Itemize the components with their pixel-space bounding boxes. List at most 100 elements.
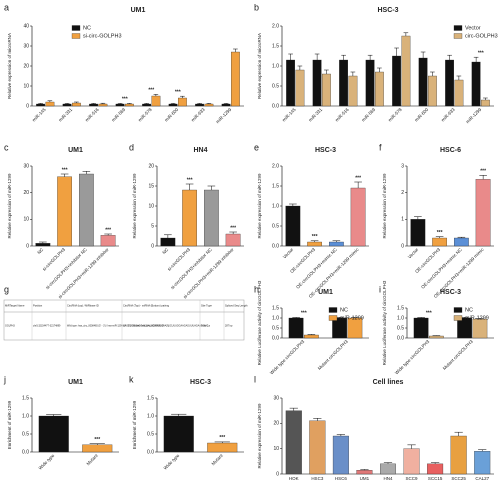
- bar: [57, 177, 71, 246]
- panel-letter: j: [3, 374, 6, 384]
- error-bar: [337, 434, 345, 436]
- y-tick-label: 1.0: [397, 315, 404, 321]
- table-cell: 7mer-1a: [201, 325, 211, 328]
- bar: [79, 174, 93, 246]
- table-cell: AAGGGCUGAGGAGGAUACAGUUGAA / UCUUUGGAAGAG…: [123, 325, 208, 328]
- error-bar: [324, 70, 329, 74]
- bar: [333, 436, 349, 474]
- legend-swatch: [454, 34, 462, 39]
- y-tick-label: 40: [23, 23, 29, 29]
- bar: [286, 411, 302, 474]
- error-bar: [455, 432, 463, 436]
- chart-title: HSC-6: [440, 147, 461, 154]
- y-tick-label: 1.5: [22, 395, 29, 401]
- x-tick-label: HN4: [383, 476, 392, 481]
- y-tick-label: 0.0: [147, 449, 154, 455]
- x-tick-label: miR-1299: [215, 107, 233, 125]
- legend-label: Vector: [465, 25, 481, 31]
- table-header: Spliced Seq Length: [225, 304, 248, 308]
- error-bar: [39, 242, 47, 243]
- bar: [472, 62, 480, 106]
- x-tick-label: miR-516: [334, 107, 350, 123]
- bar: [419, 58, 427, 106]
- error-bar: [298, 66, 303, 70]
- y-tick-label: 20: [23, 190, 29, 196]
- bar: [454, 238, 468, 246]
- significance: ***: [94, 437, 100, 443]
- error-bar: [407, 445, 415, 449]
- error-bar: [311, 241, 319, 242]
- error-bar: [154, 94, 159, 96]
- bar: [339, 60, 347, 106]
- bar: [375, 72, 383, 106]
- y-axis-label: Relative Luciferase activity of circGOLP…: [257, 280, 262, 365]
- error-bar: [404, 33, 409, 36]
- y-tick-label: 1.5: [272, 183, 279, 189]
- legend-label: NC: [465, 307, 473, 313]
- bar: [380, 464, 396, 474]
- significance: ***: [219, 435, 225, 441]
- x-tick-label: UM1: [360, 476, 370, 481]
- bar: [182, 190, 196, 246]
- legend-label: miR-1299: [465, 315, 489, 321]
- y-tick-label: 0: [151, 243, 154, 249]
- bar: [101, 235, 115, 246]
- bar: [411, 219, 425, 246]
- error-bar: [483, 98, 488, 100]
- significance: ***: [62, 167, 68, 173]
- table-header: CircRNA (top) / MiRbase ID: [67, 304, 99, 308]
- y-tick-label: 3: [401, 163, 404, 169]
- significance: ***: [148, 88, 154, 94]
- x-tick-label: miR-633: [440, 107, 456, 123]
- y-tick-label: 0.5: [272, 223, 279, 229]
- y-tick-label: 2: [401, 190, 404, 196]
- x-tick-label: OE-circGOLPH3+mimic NC: [295, 246, 338, 289]
- chart-title: UM1: [68, 147, 83, 154]
- legend-label: NC: [340, 307, 348, 313]
- error-bar: [48, 101, 53, 102]
- bar: [289, 318, 303, 338]
- bar: [161, 238, 175, 246]
- bar: [474, 451, 490, 474]
- table-cell: 287 bp: [225, 325, 233, 328]
- x-tick-label: HOK: [289, 476, 299, 481]
- y-axis-label: Enrichment of miR-1299: [7, 400, 12, 449]
- error-bar: [180, 96, 185, 98]
- error-bar: [83, 171, 91, 174]
- error-bar: [313, 418, 321, 421]
- x-tick-label: Wide type circGOLPH3: [394, 339, 431, 376]
- error-bar: [186, 184, 194, 190]
- bar: [429, 336, 443, 338]
- legend-label: si-circ-GOLPH3: [83, 33, 122, 39]
- x-tick-label: Mutant circGOLPH3: [317, 339, 349, 371]
- y-axis-label: Relative expression of microRNA: [257, 33, 262, 99]
- panel-letter: b: [254, 2, 259, 12]
- legend-swatch: [72, 34, 80, 39]
- y-tick-label: 20: [148, 163, 154, 169]
- error-bar: [341, 55, 346, 60]
- y-tick-label: 20: [273, 421, 279, 427]
- legend-swatch: [454, 26, 462, 31]
- y-tick-label: 0.0: [22, 449, 29, 455]
- x-tick-label: HSC3: [311, 476, 324, 481]
- y-tick-label: 0: [276, 471, 279, 477]
- table-header: MiRTarget Name: [5, 304, 25, 308]
- chart-title: UM1: [131, 7, 146, 14]
- y-tick-label: 1.5: [272, 43, 279, 49]
- y-tick-label: 1.0: [272, 203, 279, 209]
- error-bar: [229, 232, 237, 234]
- y-tick-label: 30: [23, 163, 29, 169]
- bar: [329, 242, 343, 246]
- x-tick-label: Mutant: [86, 452, 100, 466]
- x-tick-label: miR-331: [58, 107, 74, 123]
- y-tick-label: 1.0: [22, 413, 29, 419]
- bar: [222, 104, 230, 106]
- significance: ***: [301, 311, 307, 317]
- bar: [349, 76, 357, 106]
- significance: ***: [122, 97, 128, 103]
- y-tick-label: 0.0: [272, 335, 279, 341]
- bar: [473, 319, 487, 338]
- y-tick-label: 1.5: [397, 305, 404, 311]
- y-tick-label: 10: [23, 83, 29, 89]
- panel-letter: k: [129, 374, 134, 384]
